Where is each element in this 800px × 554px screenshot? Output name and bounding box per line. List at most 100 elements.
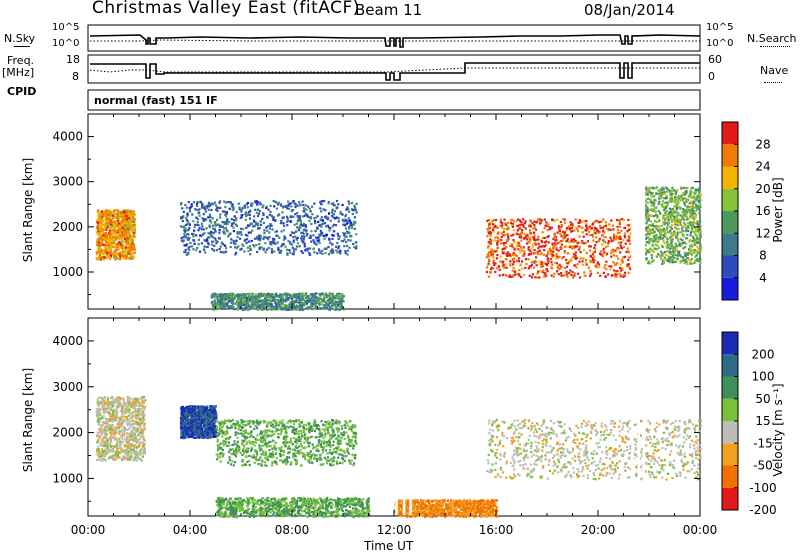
data-cell bbox=[110, 247, 113, 250]
data-cell bbox=[556, 231, 559, 234]
data-cell bbox=[287, 298, 290, 301]
data-cell bbox=[652, 250, 655, 253]
data-cell bbox=[200, 234, 203, 238]
data-cell bbox=[214, 303, 217, 306]
data-cell bbox=[647, 217, 650, 220]
data-cell bbox=[683, 209, 686, 212]
data-cell bbox=[117, 217, 120, 220]
data-cell bbox=[227, 293, 230, 296]
data-cell bbox=[239, 248, 242, 251]
data-cell bbox=[120, 247, 123, 250]
data-cell bbox=[685, 210, 688, 213]
data-cell bbox=[644, 253, 647, 256]
data-cell bbox=[277, 201, 281, 204]
data-cell bbox=[249, 247, 252, 250]
data-cell bbox=[317, 301, 320, 304]
data-cell bbox=[533, 249, 536, 252]
data-cell bbox=[672, 249, 675, 252]
data-cell bbox=[657, 253, 660, 256]
data-cell bbox=[312, 239, 315, 242]
data-cell bbox=[341, 213, 344, 216]
data-cell bbox=[688, 247, 691, 250]
data-cell bbox=[210, 235, 213, 238]
data-cell bbox=[302, 203, 305, 207]
data-cell bbox=[104, 232, 108, 235]
data-cell bbox=[622, 274, 625, 277]
data-cell bbox=[528, 249, 531, 252]
data-cell bbox=[123, 215, 126, 218]
data-cell bbox=[675, 215, 679, 218]
data-cell bbox=[344, 213, 348, 216]
data-cell bbox=[256, 235, 259, 238]
data-cell bbox=[280, 302, 283, 305]
data-cell bbox=[655, 233, 658, 237]
data-cell bbox=[663, 190, 666, 194]
data-cell bbox=[280, 298, 283, 301]
data-cell bbox=[663, 217, 666, 220]
data-cell bbox=[312, 299, 315, 302]
data-cell bbox=[102, 223, 105, 227]
data-cell bbox=[627, 224, 630, 227]
data-cell bbox=[665, 228, 668, 231]
data-cell bbox=[331, 305, 334, 308]
data-cell bbox=[646, 219, 649, 222]
data-cell bbox=[252, 295, 255, 298]
data-cell bbox=[294, 299, 298, 303]
data-cell bbox=[225, 215, 228, 218]
data-cell bbox=[197, 212, 200, 215]
data-cell bbox=[101, 221, 104, 224]
data-cell bbox=[671, 255, 674, 258]
data-cell bbox=[522, 218, 525, 221]
data-cell bbox=[319, 300, 322, 304]
data-cell bbox=[646, 191, 649, 194]
data-cell bbox=[110, 243, 113, 246]
data-cell bbox=[690, 249, 693, 252]
data-cell bbox=[668, 258, 671, 261]
data-cell bbox=[572, 241, 575, 244]
data-cell bbox=[694, 227, 697, 230]
data-cell bbox=[97, 244, 100, 247]
data-cell bbox=[110, 251, 113, 254]
data-cell bbox=[241, 298, 244, 301]
data-cell bbox=[486, 235, 489, 238]
data-cell bbox=[282, 297, 285, 301]
data-cell bbox=[301, 215, 304, 218]
data-cell bbox=[695, 239, 698, 242]
data-cell bbox=[505, 246, 508, 249]
data-cell bbox=[628, 266, 631, 269]
data-cell bbox=[232, 230, 235, 233]
data-cell bbox=[124, 219, 127, 222]
data-cell bbox=[689, 231, 692, 234]
data-cell bbox=[665, 221, 668, 224]
data-cell bbox=[353, 227, 356, 230]
data-cell bbox=[571, 239, 574, 242]
data-cell bbox=[568, 246, 572, 249]
data-cell bbox=[306, 249, 309, 252]
data-cell bbox=[237, 297, 240, 300]
data-cell bbox=[188, 248, 191, 251]
data-cell bbox=[133, 245, 136, 248]
data-cell bbox=[487, 258, 490, 261]
data-cell bbox=[668, 211, 671, 214]
data-cell bbox=[579, 251, 582, 254]
data-cell bbox=[290, 201, 293, 205]
data-cell bbox=[95, 250, 98, 253]
data-cell bbox=[487, 246, 490, 249]
data-cell bbox=[647, 224, 651, 227]
data-cell bbox=[314, 302, 317, 305]
data-cell bbox=[215, 305, 218, 309]
data-cell bbox=[327, 216, 330, 219]
data-cell bbox=[114, 258, 117, 261]
data-cell bbox=[124, 428, 127, 431]
data-cell bbox=[669, 247, 672, 250]
data-cell bbox=[101, 215, 104, 218]
data-cell bbox=[264, 299, 268, 303]
data-cell bbox=[236, 231, 239, 234]
data-cell bbox=[554, 244, 557, 247]
data-cell bbox=[570, 226, 573, 230]
data-cell bbox=[492, 228, 495, 232]
data-cell bbox=[623, 255, 626, 258]
data-cell bbox=[644, 247, 647, 251]
data-cell bbox=[506, 254, 509, 257]
data-cell bbox=[280, 230, 283, 233]
